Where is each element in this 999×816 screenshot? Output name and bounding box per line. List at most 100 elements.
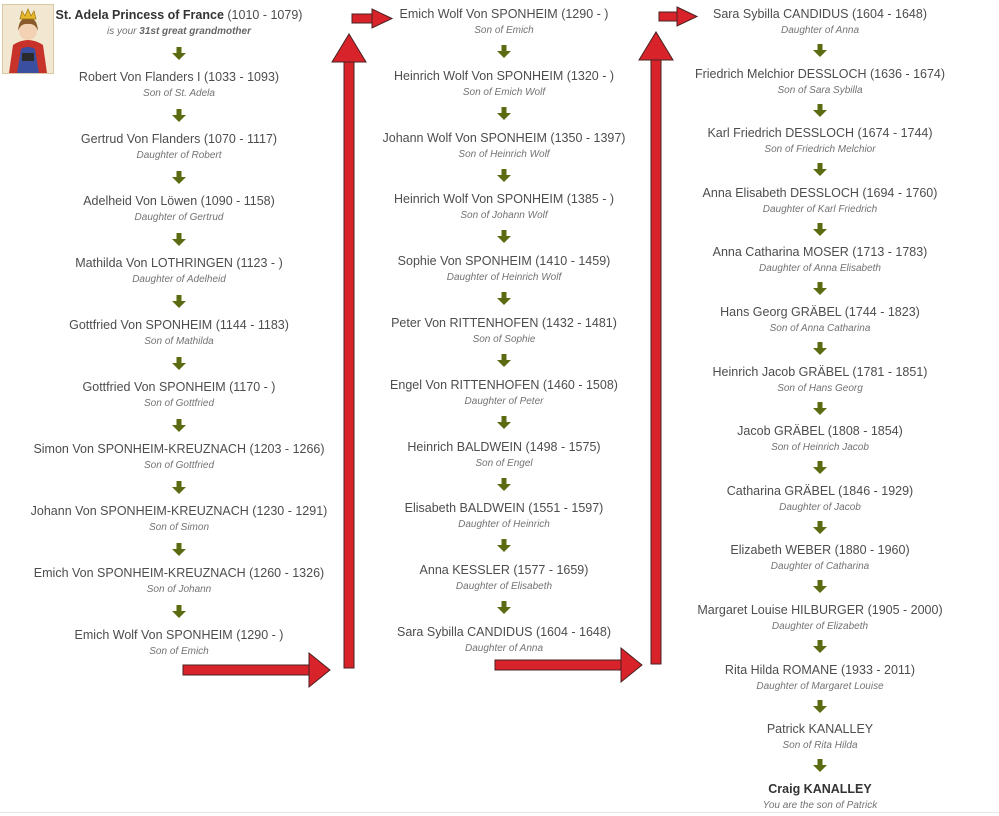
person-name-line: Rita Hilda ROMANE (1933 - 2011) [670, 663, 970, 678]
person-name[interactable]: Emich Wolf Von SPONHEIM [74, 628, 233, 642]
relation-text: Son of Emich [474, 25, 534, 36]
relation-text: Son of Heinrich Jacob [771, 442, 869, 454]
person-name[interactable]: Friedrich Melchior DESSLOCH [694, 66, 867, 81]
person-dates: (1713 - 1783) [852, 245, 928, 260]
portrait-icon [2, 4, 54, 74]
person-name[interactable]: Elisabeth BALDWEIN [404, 501, 525, 516]
person-name[interactable]: Peter Von RITTENHOFEN [391, 316, 539, 330]
down-arrow-icon [497, 477, 511, 492]
person-name-line: Adelheid Von Löwen (1090 - 1158) [29, 194, 329, 209]
person-name[interactable]: Robert Von Flanders I [78, 70, 201, 84]
person-dates: (1260 - 1326) [249, 566, 325, 580]
person-entry: Anna Catharina MOSER (1713 - 1783) Daught… [670, 245, 970, 275]
person-dates: (1694 - 1760) [862, 185, 938, 200]
relation-text: Daughter of Jacob [779, 501, 861, 513]
person-relation: Son of Hans Georg [670, 382, 970, 395]
relation-text: Son of Sophie [472, 334, 536, 345]
relation-text: Daughter of Heinrich Wolf [446, 272, 562, 284]
person-name[interactable]: Margaret Louise HILBURGER [697, 603, 865, 617]
person-entry: Gottfried Von SPONHEIM (1144 - 1183) Son … [29, 318, 329, 348]
person-entry: Anna Elisabeth DESSLOCH (1694 - 1760) Dau… [670, 186, 970, 216]
person-name[interactable]: Johann Wolf Von SPONHEIM [382, 130, 547, 145]
person-entry: Simon Von SPONHEIM-KREUZNACH (1203 - 126… [29, 442, 329, 472]
person-entry: Emich Von SPONHEIM-KREUZNACH (1260 - 132… [29, 566, 329, 596]
person-name[interactable]: Karl Friedrich DESSLOCH [707, 126, 855, 141]
flow-arrow-up-2 [638, 31, 674, 665]
person-entry: Craig KANALLEY You are the son of Patrick [670, 782, 970, 812]
person-name[interactable]: Sara Sybilla CANDIDUS [396, 625, 533, 639]
person-name[interactable]: Simon Von SPONHEIM-KREUZNACH [33, 442, 246, 456]
person-name[interactable]: Sara Sybilla CANDIDUS [712, 7, 849, 21]
person-name-line: Jacob GRÄBEL (1808 - 1854) [670, 424, 970, 439]
person-relation: Daughter of Elizabeth [670, 620, 970, 633]
person-dates: (1385 - ) [566, 192, 614, 207]
person-name[interactable]: Anna Catharina MOSER [712, 245, 849, 260]
person-entry: Patrick KANALLEY Son of Rita Hilda [670, 722, 970, 752]
person-name[interactable]: Heinrich Jacob GRÄBEL [712, 364, 849, 379]
person-name[interactable]: Heinrich Wolf Von SPONHEIM [393, 192, 564, 207]
person-name[interactable]: Craig KANALLEY [768, 781, 872, 796]
relation-text: Daughter of Margaret Louise [756, 680, 884, 692]
person-name[interactable]: Johann Von SPONHEIM-KREUZNACH [30, 504, 249, 518]
person-dates: (1636 - 1674) [870, 66, 946, 81]
person-name[interactable]: Engel Von RITTENHOFEN [390, 377, 540, 392]
person-name[interactable]: Jacob GRÄBEL [737, 424, 825, 439]
person-relation: Daughter of Gertrud [29, 211, 329, 224]
relation-text: Son of Johann [146, 584, 212, 595]
person-name-line: St. Adela Princess of France (1010 - 107… [29, 8, 329, 23]
down-arrow-icon [497, 45, 511, 59]
relation-text: Daughter of Gertrud [134, 212, 224, 223]
person-dates: (1432 - 1481) [541, 316, 617, 330]
person-name[interactable]: Anna Elisabeth DESSLOCH [702, 185, 859, 200]
person-name[interactable]: Emich Von SPONHEIM-KREUZNACH [33, 566, 246, 580]
down-arrow-icon [813, 44, 827, 58]
person-name[interactable]: Rita Hilda ROMANE [724, 662, 838, 677]
person-name[interactable]: Sophie Von SPONHEIM [397, 254, 532, 269]
relation-text: Son of Anna Catharina [769, 323, 871, 334]
down-arrow-icon [172, 109, 186, 123]
person-name[interactable]: Mathilda Von LOTHRINGEN [75, 256, 233, 270]
person-name[interactable]: St. Adela Princess of France [55, 8, 224, 22]
person-name[interactable]: Heinrich Wolf Von SPONHEIM [393, 68, 564, 83]
person-name[interactable]: Catharina GRÄBEL [726, 483, 835, 498]
person-name[interactable]: Anna KESSLER [419, 563, 510, 578]
person-name[interactable]: Emich Wolf Von SPONHEIM [399, 7, 558, 21]
person-entry: Emich Wolf Von SPONHEIM (1290 - ) Son of … [29, 628, 329, 658]
person-name[interactable]: Heinrich BALDWEIN [407, 439, 523, 454]
person-relation: Daughter of Elisabeth [354, 580, 654, 593]
down-arrow-icon [497, 230, 511, 244]
relation-text: is your [107, 26, 137, 37]
person-name[interactable]: Gertrud Von Flanders [80, 132, 201, 146]
person-relation: Daughter of Margaret Louise [670, 680, 970, 693]
person-name[interactable]: Gottfried Von SPONHEIM [69, 318, 213, 332]
person-relation: Son of Anna Catharina [670, 322, 970, 335]
person-name[interactable]: Elizabeth WEBER [730, 543, 832, 558]
bottom-divider [0, 812, 999, 813]
relation-text: Daughter of Catharina [770, 561, 870, 573]
relation-text: Son of Hans Georg [777, 382, 863, 394]
person-entry: Gertrud Von Flanders (1070 - 1117) Daught… [29, 132, 329, 162]
down-arrow-icon [497, 106, 511, 121]
person-name[interactable]: Adelheid Von Löwen [83, 194, 198, 208]
person-relation: Son of Emich Wolf [354, 86, 654, 99]
person-name[interactable]: Hans Georg GRÄBEL [720, 305, 842, 319]
person-entry: Heinrich Wolf Von SPONHEIM (1385 - ) Son … [354, 192, 654, 222]
relation-text: Son of Gottfried [143, 398, 215, 409]
person-dates: (1744 - 1823) [844, 305, 920, 319]
person-relation: Son of Gottfried [29, 459, 329, 472]
person-name-line: Simon Von SPONHEIM-KREUZNACH (1203 - 126… [29, 442, 329, 457]
person-entry: St. Adela Princess of France (1010 - 107… [29, 8, 329, 38]
down-arrow-icon [172, 233, 186, 247]
person-dates: (1320 - ) [566, 68, 614, 83]
person-name-line: Patrick KANALLEY [670, 722, 970, 737]
person-name-line: Catharina GRÄBEL (1846 - 1929) [670, 484, 970, 499]
person-relation: Son of Emich [29, 645, 329, 658]
person-name[interactable]: Gottfried Von SPONHEIM [82, 380, 226, 394]
person-name-line: Anna Elisabeth DESSLOCH (1694 - 1760) [670, 186, 970, 201]
relation-text: Son of Heinrich Wolf [458, 148, 550, 160]
person-entry: Jacob GRÄBEL (1808 - 1854) Son of Heinric… [670, 424, 970, 454]
person-entry: Sophie Von SPONHEIM (1410 - 1459) Daughte… [354, 254, 654, 284]
person-name[interactable]: Patrick KANALLEY [766, 722, 874, 737]
person-name-line: Heinrich Wolf Von SPONHEIM (1385 - ) [354, 192, 654, 207]
